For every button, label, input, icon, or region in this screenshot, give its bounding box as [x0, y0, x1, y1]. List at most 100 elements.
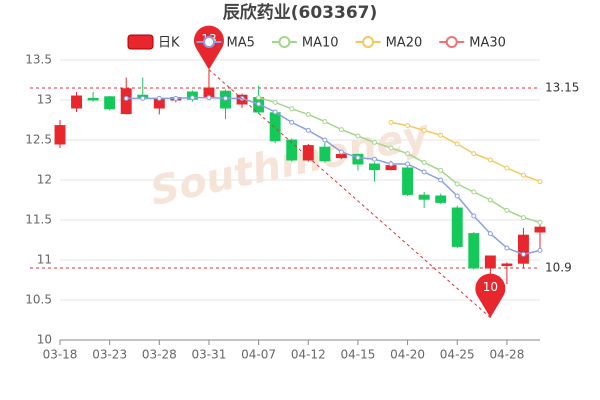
y-tick-label: 12 — [37, 173, 52, 187]
candle-body — [87, 97, 99, 101]
candle-body — [335, 153, 347, 159]
ma-point — [421, 169, 427, 175]
ma-point — [388, 161, 394, 167]
ma-point — [322, 137, 328, 143]
candle-body — [269, 112, 281, 142]
legend-swatch — [127, 34, 154, 50]
ma-point — [520, 215, 526, 221]
ma-point — [371, 139, 377, 145]
ref-label: 10.9 — [545, 261, 572, 275]
pin — [475, 273, 506, 318]
ma-point — [504, 245, 510, 251]
candle-body — [369, 163, 380, 171]
trend-line — [208, 69, 491, 318]
y-tick-label: 13 — [37, 93, 52, 107]
legend-swatch — [445, 36, 458, 48]
ma-point — [140, 95, 146, 101]
ma-point — [487, 197, 493, 203]
x-tick-label: 04-12 — [291, 348, 326, 362]
ma-point — [487, 157, 493, 163]
chart-title: 辰欣药业(603367) — [223, 2, 378, 23]
ma-line — [390, 121, 541, 183]
legend-swatch — [278, 36, 291, 48]
candle-body — [468, 233, 480, 269]
ma-point — [520, 251, 526, 257]
x-tick-label: 03-18 — [43, 348, 78, 362]
ma-point — [322, 119, 328, 125]
x-tick-label: 03-23 — [92, 348, 127, 362]
ma-point — [438, 167, 444, 173]
ma-point — [405, 123, 411, 129]
ma-line — [258, 96, 541, 224]
legend-swatch — [362, 36, 375, 48]
candle-body — [402, 167, 414, 195]
candle-body — [534, 226, 546, 233]
ma-point — [338, 127, 344, 133]
candle-body — [302, 145, 314, 161]
legend-label: MA10 — [302, 36, 339, 51]
ma-point — [123, 95, 129, 101]
ref-label: 13.15 — [545, 81, 579, 95]
ma-point — [173, 95, 179, 101]
ma-point — [388, 119, 394, 125]
ma-point — [405, 151, 411, 157]
ma-point — [537, 219, 543, 225]
ma-point — [223, 95, 229, 101]
ma-point — [471, 213, 477, 219]
ma-point — [537, 179, 543, 185]
ma-point — [454, 141, 460, 147]
ma-point — [388, 145, 394, 151]
pin-label: 10 — [483, 280, 498, 294]
y-tick-label: 12.5 — [25, 133, 52, 147]
legend-swatch — [203, 36, 216, 48]
ma-point — [487, 231, 493, 237]
x-tick-label: 04-07 — [241, 348, 276, 362]
y-tick-label: 11 — [37, 253, 52, 267]
x-tick-label: 04-28 — [489, 348, 524, 362]
candle-body — [435, 195, 447, 203]
candle-body — [484, 255, 496, 269]
ma-point — [405, 161, 411, 167]
candle-body — [319, 146, 331, 162]
candle-body — [451, 207, 463, 247]
ma-point — [272, 99, 278, 105]
ma-point — [338, 149, 344, 155]
ma-point — [520, 172, 526, 178]
ma-point — [438, 132, 444, 138]
ma-point — [256, 101, 262, 107]
ma-point — [454, 181, 460, 187]
candle-body — [418, 194, 430, 200]
ma-point — [537, 247, 543, 253]
ma-point — [206, 95, 212, 101]
candle-body — [71, 95, 83, 109]
ma-point — [371, 156, 377, 162]
ma-point — [471, 151, 477, 157]
candle-body — [286, 139, 298, 161]
legend-label: MA5 — [227, 36, 255, 51]
legend-label: 日K — [158, 36, 180, 51]
y-tick-label: 10 — [37, 333, 52, 347]
ma-line — [126, 96, 541, 256]
legend-label: MA30 — [469, 36, 506, 51]
ma-point — [504, 207, 510, 213]
x-tick-label: 03-28 — [142, 348, 177, 362]
y-tick-label: 10.5 — [25, 293, 52, 307]
legend-label: MA20 — [386, 36, 423, 51]
candle-body — [54, 125, 66, 145]
y-tick-label: 11.5 — [25, 213, 52, 227]
candle-body — [104, 96, 116, 110]
ma-point — [289, 119, 295, 125]
ma-point — [289, 106, 295, 112]
ma-point — [454, 193, 460, 199]
ma-point — [421, 159, 427, 165]
ma-point — [156, 95, 162, 101]
ma-point — [272, 109, 278, 115]
ma-point — [471, 189, 477, 195]
x-tick-label: 04-15 — [340, 348, 375, 362]
ma-point — [504, 165, 510, 171]
x-tick-label: 04-20 — [390, 348, 425, 362]
candle-body — [501, 263, 513, 267]
x-tick-label: 04-25 — [440, 348, 475, 362]
ma-point — [189, 95, 195, 101]
